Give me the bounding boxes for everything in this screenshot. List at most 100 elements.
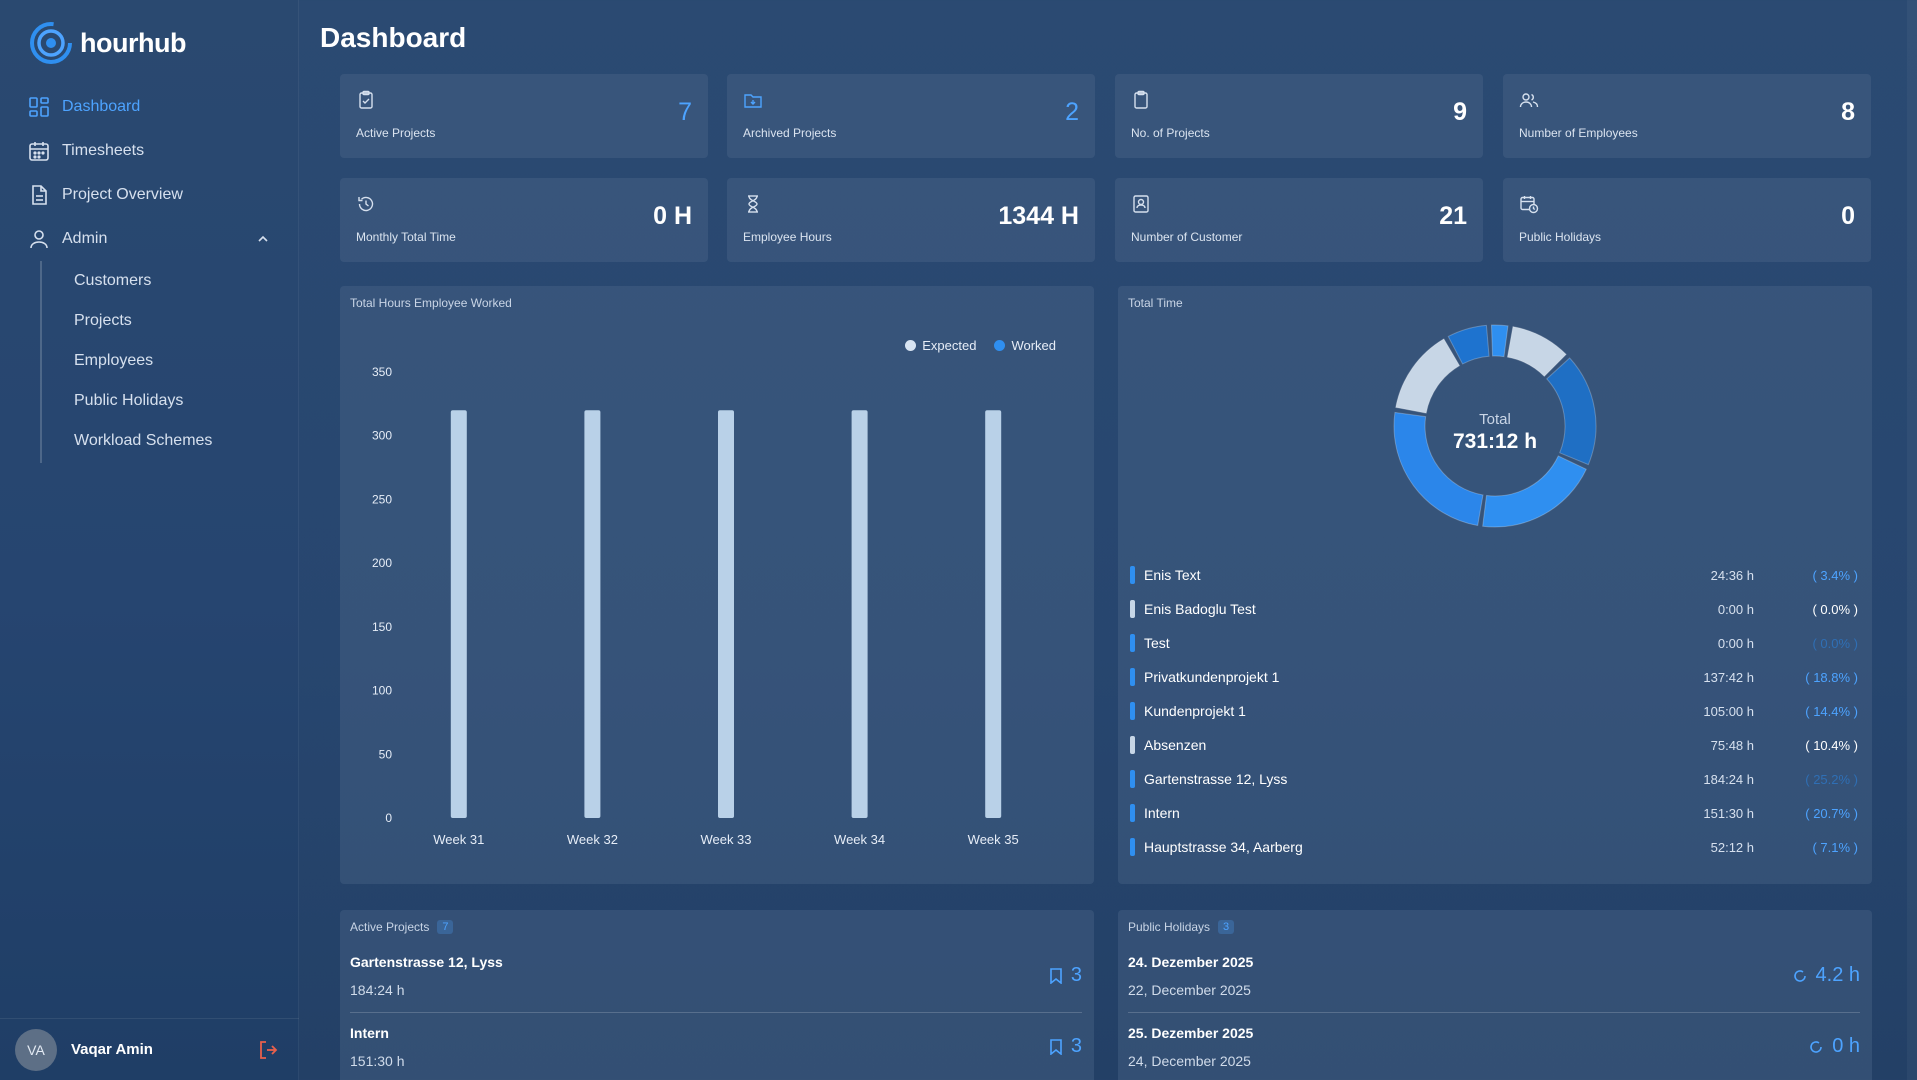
stat-card-active-projects[interactable]: Active Projects 7 [340, 74, 708, 158]
donut-slice[interactable] [1490, 324, 1509, 358]
legend-item-worked[interactable]: Worked [994, 338, 1056, 353]
row-color-marker [1130, 566, 1135, 584]
holiday-value: 4.2 h [1792, 964, 1860, 987]
chevron-up-icon[interactable] [257, 233, 269, 245]
stat-card-public-holidays[interactable]: Public Holidays 0 [1503, 178, 1871, 262]
bar-expected[interactable] [985, 410, 1002, 818]
project-bookmark-count[interactable]: 3 [1049, 964, 1082, 987]
nav-label-timesheets: Timesheets [62, 142, 145, 159]
donut-slice[interactable] [1447, 324, 1490, 365]
stat-card-number-of-employees[interactable]: Number of Employees 8 [1503, 74, 1871, 158]
project-hours: 184:24 h [350, 982, 405, 998]
project-hours: 151:30 h [350, 1053, 405, 1069]
row-percent: ( 0.0% ) [1812, 635, 1858, 651]
subnav-item-workload-schemes[interactable]: Workload Schemes [74, 432, 213, 449]
row-hours: 24:36 h [1710, 567, 1754, 583]
logout-icon[interactable] [257, 1039, 279, 1061]
holiday-hours: 4.2 h [1815, 964, 1860, 986]
public-holidays-title: Public Holidays [1128, 920, 1211, 934]
stat-card-no-of-projects[interactable]: No. of Projects 9 [1115, 74, 1483, 158]
list-item[interactable]: 24. Dezember 2025 22, December 2025 4.2 … [1128, 954, 1860, 1024]
bar-expected[interactable] [851, 410, 868, 818]
total-time-row[interactable]: Privatkundenprojekt 1 137:42 h ( 18.8% ) [1130, 660, 1858, 694]
row-project-name: Privatkundenprojekt 1 [1144, 669, 1280, 685]
list-item[interactable]: Intern 151:30 h 3 [350, 1025, 1082, 1080]
subnav-item-projects[interactable]: Projects [74, 312, 132, 329]
stat-card-number-of-customer[interactable]: Number of Customer 21 [1115, 178, 1483, 262]
row-project-name: Absenzen [1144, 737, 1207, 753]
x-tick-label: Week 35 [968, 832, 1019, 847]
donut-slice[interactable] [1506, 326, 1567, 378]
row-color-marker [1130, 702, 1135, 720]
holiday-hours: 0 h [1832, 1035, 1860, 1057]
nav-item-admin[interactable]: Admin [0, 217, 299, 261]
row-hours: 184:24 h [1703, 771, 1754, 787]
hourhub-logo-icon [30, 22, 72, 64]
bookmark-icon [1050, 1038, 1062, 1055]
donut-slice[interactable] [1546, 357, 1597, 466]
legend-label-expected: Expected [922, 338, 977, 353]
subnav-item-customers[interactable]: Customers [74, 272, 152, 289]
donut-slice[interactable] [1393, 411, 1484, 527]
legend-item-expected[interactable]: Expected [905, 338, 976, 353]
stat-card-monthly-total-time[interactable]: Monthly Total Time 0 H [340, 178, 708, 262]
total-time-panel: Total Time Total 731:12 h Enis Text 24:36… [1118, 286, 1872, 884]
total-time-row[interactable]: Absenzen 75:48 h ( 10.4% ) [1130, 728, 1858, 762]
nav-item-dashboard[interactable]: Dashboard [0, 85, 299, 129]
nav-item-project-overview[interactable]: Project Overview [0, 173, 299, 217]
hours-chart-title: Total Hours Employee Worked [350, 296, 512, 310]
admin-subnav: Customers Projects Employees Public Holi… [40, 261, 299, 463]
bar-expected[interactable] [450, 410, 467, 818]
total-time-row[interactable]: Test 0:00 h ( 0.0% ) [1130, 626, 1858, 660]
x-tick-label: Week 33 [700, 832, 751, 847]
logo[interactable]: hourhub [30, 22, 186, 64]
stat-value: 2 [1065, 98, 1079, 126]
bar-expected[interactable] [584, 410, 601, 818]
x-tick-label: Week 32 [567, 832, 618, 847]
total-time-row[interactable]: Enis Text 24:36 h ( 3.4% ) [1130, 558, 1858, 592]
total-time-row[interactable]: Enis Badoglu Test 0:00 h ( 0.0% ) [1130, 592, 1858, 626]
y-tick-label: 300 [372, 429, 392, 443]
stat-value: 9 [1453, 98, 1467, 126]
holiday-date: 24, December 2025 [1128, 1053, 1251, 1069]
project-count: 3 [1070, 1035, 1082, 1057]
row-percent: ( 0.0% ) [1812, 601, 1858, 617]
contact-icon [1133, 195, 1149, 213]
holiday-value: 0 h [1808, 1035, 1860, 1058]
y-tick-label: 200 [372, 556, 392, 570]
stat-card-archived-projects[interactable]: Archived Projects 2 [727, 74, 1095, 158]
row-percent: ( 25.2% ) [1805, 771, 1858, 787]
total-time-row[interactable]: Kundenprojekt 1 105:00 h ( 14.4% ) [1130, 694, 1858, 728]
active-projects-header: Active Projects 7 [350, 920, 454, 934]
project-bookmark-count[interactable]: 3 [1049, 1035, 1082, 1058]
stat-label: Number of Employees [1519, 126, 1638, 140]
total-time-row[interactable]: Hauptstrasse 34, Aarberg 52:12 h ( 7.1% ) [1130, 830, 1858, 864]
bar-expected[interactable] [718, 410, 734, 818]
row-percent: ( 10.4% ) [1805, 737, 1858, 753]
donut-slice[interactable] [1482, 455, 1587, 528]
row-hours: 0:00 h [1717, 635, 1754, 651]
row-hours: 52:12 h [1710, 839, 1754, 855]
total-time-row[interactable]: Intern 151:30 h ( 20.7% ) [1130, 796, 1858, 830]
active-projects-panel: Active Projects 7 Gartenstrasse 12, Lyss… [340, 910, 1094, 1080]
subnav-item-public-holidays[interactable]: Public Holidays [74, 392, 184, 409]
row-percent: ( 7.1% ) [1812, 839, 1858, 855]
folder-icon [744, 94, 762, 108]
list-item[interactable]: 25. Dezember 2025 24, December 2025 0 h [1128, 1025, 1860, 1080]
row-color-marker [1130, 804, 1135, 822]
total-time-row[interactable]: Gartenstrasse 12, Lyss 184:24 h ( 25.2% ) [1130, 762, 1858, 796]
page-scrollbar[interactable] [1907, 0, 1917, 1080]
y-tick-label: 100 [372, 684, 392, 698]
stat-label: Public Holidays [1519, 230, 1602, 244]
nav-item-timesheets[interactable]: Timesheets [0, 129, 299, 173]
row-hours: 0:00 h [1717, 601, 1754, 617]
donut-slice[interactable] [1395, 338, 1461, 414]
legend-label-worked: Worked [1011, 338, 1056, 353]
stat-card-employee-hours[interactable]: Employee Hours 1344 H [727, 178, 1095, 262]
total-time-list: Enis Text 24:36 h ( 3.4% ) Enis Badoglu Tes… [1130, 558, 1858, 864]
list-divider [1128, 1012, 1860, 1013]
avatar[interactable]: VA [15, 1028, 57, 1071]
subnav-item-employees[interactable]: Employees [74, 352, 154, 369]
y-tick-label: 350 [372, 365, 392, 379]
list-item[interactable]: Gartenstrasse 12, Lyss 184:24 h 3 [350, 954, 1082, 1024]
